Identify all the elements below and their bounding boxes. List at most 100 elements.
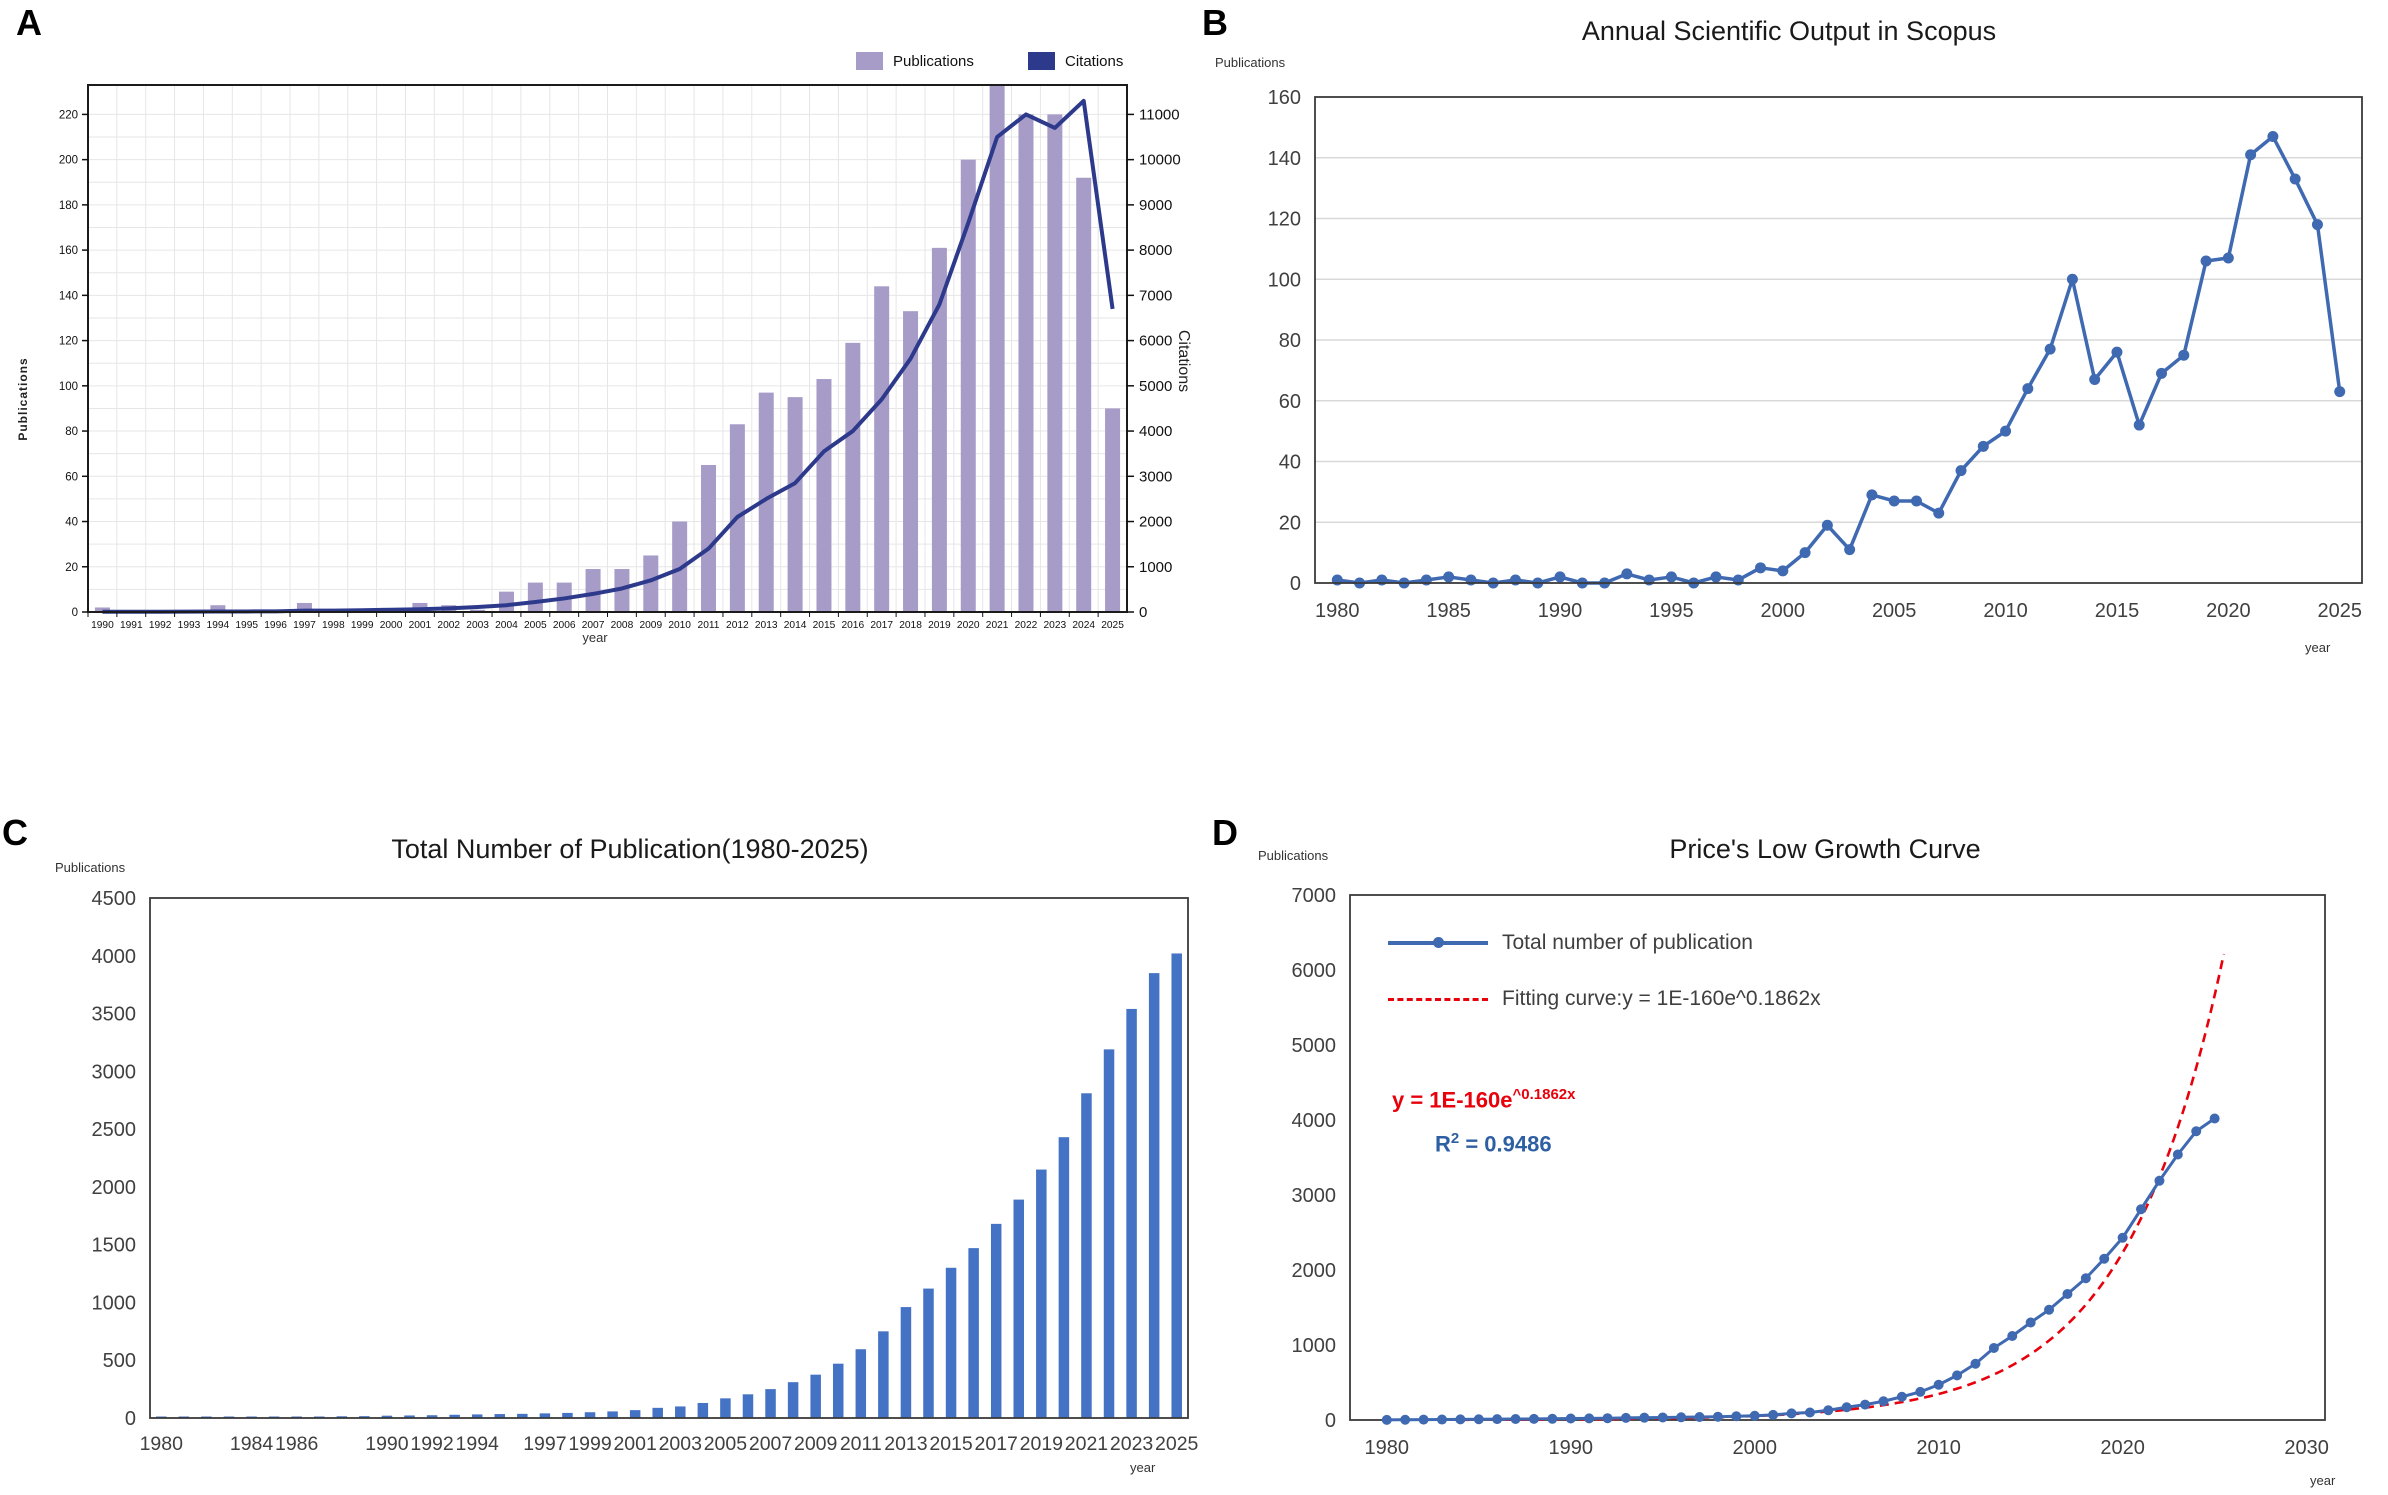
bar-2023 <box>1047 114 1063 612</box>
legend-item-publications: Publications <box>856 52 974 70</box>
legend-label: Publications <box>893 52 974 70</box>
svg-text:2019: 2019 <box>1020 1433 1063 1455</box>
point-1992 <box>1602 1413 1613 1424</box>
svg-text:4000: 4000 <box>1139 423 1172 440</box>
bar-1995 <box>494 1414 506 1418</box>
bar-2018 <box>1013 1199 1025 1418</box>
grid <box>87 85 1128 612</box>
point-2025 <box>2334 386 2346 398</box>
point-1985 <box>1443 571 1455 583</box>
svg-text:2009: 2009 <box>639 620 662 631</box>
svg-text:5000: 5000 <box>1139 378 1172 395</box>
svg-text:200: 200 <box>59 155 78 167</box>
panel-b-letter: B <box>1202 2 1228 43</box>
svg-text:4000: 4000 <box>92 946 137 968</box>
bar-1994 <box>210 605 226 612</box>
point-2004 <box>1866 489 1878 501</box>
svg-text:2005: 2005 <box>524 620 547 631</box>
bar-2019 <box>1036 1169 1047 1418</box>
svg-text:2017: 2017 <box>870 620 893 631</box>
bar-2005 <box>720 1398 731 1418</box>
panel-c-letter: C <box>2 812 28 853</box>
point-2020 <box>2117 1232 2128 1243</box>
point-1987 <box>1510 1414 1521 1425</box>
point-2021 <box>2245 149 2257 161</box>
svg-text:2010: 2010 <box>1983 600 2028 622</box>
point-2024 <box>2311 219 2323 231</box>
marker-dot-icon <box>1433 937 1444 948</box>
bar-2015 <box>816 379 832 612</box>
svg-text:2017: 2017 <box>975 1433 1018 1455</box>
svg-text:100: 100 <box>59 381 78 393</box>
point-1995 <box>1665 571 1677 583</box>
svg-text:2000: 2000 <box>380 620 403 631</box>
svg-text:2000: 2000 <box>1732 1437 1777 1459</box>
svg-text:80: 80 <box>1279 330 1301 352</box>
point-1997 <box>1694 1412 1705 1422</box>
svg-text:1995: 1995 <box>235 620 258 631</box>
bar-2005 <box>527 582 543 612</box>
point-1983 <box>1436 1414 1447 1425</box>
svg-text:2015: 2015 <box>813 620 836 631</box>
bar-2014 <box>923 1288 934 1418</box>
bar-2004 <box>697 1402 709 1418</box>
point-1993 <box>1621 568 1633 580</box>
point-1999 <box>1731 1411 1742 1422</box>
svg-text:1992: 1992 <box>149 620 172 631</box>
svg-text:20: 20 <box>65 562 78 574</box>
tick-labels: 0 500 1000 1500 2000 2500 3000 3500 4000 4500 1980… <box>92 888 1199 1455</box>
point-2003 <box>1844 544 1856 556</box>
svg-text:1985: 1985 <box>1426 600 1471 622</box>
svg-text:1990: 1990 <box>91 620 114 631</box>
bar-2009 <box>810 1374 821 1418</box>
fitting-curve <box>1460 953 2226 1422</box>
svg-text:2000: 2000 <box>1292 1260 1337 1282</box>
point-2012 <box>1970 1358 1981 1369</box>
panel-d-legend: Total number of publication Fitting curv… <box>1388 928 1821 1040</box>
svg-text:0: 0 <box>72 607 78 619</box>
bar-2011 <box>701 464 717 612</box>
bar-1997 <box>296 602 312 612</box>
svg-text:3500: 3500 <box>92 1004 137 1026</box>
bar-2000 <box>607 1411 618 1418</box>
svg-text:2025: 2025 <box>1101 620 1124 631</box>
panel-c-chart: 0 500 1000 1500 2000 2500 3000 3500 4000 4500 1980… <box>92 888 1199 1455</box>
svg-text:2000: 2000 <box>1761 600 1806 622</box>
publications-line <box>1331 130 2346 589</box>
bar-1994 <box>471 1414 483 1418</box>
svg-text:2003: 2003 <box>659 1433 702 1455</box>
publication-bars <box>156 953 1182 1418</box>
bar-1990 <box>94 607 110 612</box>
point-2000 <box>1777 565 1789 577</box>
svg-text:1999: 1999 <box>568 1433 611 1455</box>
panel-d-letter: D <box>1212 812 1238 853</box>
point-1996 <box>1676 1412 1687 1423</box>
point-2022 <box>2154 1175 2165 1186</box>
bar-2004 <box>498 591 514 612</box>
svg-text:2021: 2021 <box>986 620 1009 631</box>
svg-text:7000: 7000 <box>1292 885 1337 907</box>
svg-text:140: 140 <box>59 290 78 302</box>
svg-text:2010: 2010 <box>1916 1437 1961 1459</box>
svg-text:2023: 2023 <box>1110 1433 1153 1455</box>
point-2009 <box>1977 440 1989 452</box>
svg-text:2000: 2000 <box>1139 514 1172 531</box>
svg-text:2012: 2012 <box>726 620 749 631</box>
panel-c-y-axis-title: Publications <box>55 860 126 875</box>
panel-b-chart: 0 20 40 60 80 100 120 140 160 1980 1985 1990 1995 200… <box>1268 87 2363 622</box>
legend-item-total-publication: Total number of publication <box>1388 928 1821 958</box>
svg-text:2025: 2025 <box>1155 1433 1199 1455</box>
point-2007 <box>1933 507 1945 519</box>
svg-text:4500: 4500 <box>92 888 137 910</box>
svg-text:2013: 2013 <box>755 620 778 631</box>
point-2025 <box>2209 1113 2220 1124</box>
point-2017 <box>2062 1289 2073 1299</box>
svg-text:1991: 1991 <box>120 620 143 631</box>
svg-text:1992: 1992 <box>410 1433 453 1455</box>
svg-text:160: 160 <box>59 245 78 257</box>
svg-text:1990: 1990 <box>1549 1437 1594 1459</box>
bar-2021 <box>1081 1093 1092 1418</box>
svg-text:2019: 2019 <box>928 620 951 631</box>
legend-label: Citations <box>1065 52 1124 70</box>
legend-label: Fitting curve:y = 1E-160e^0.1862x <box>1502 987 1821 1010</box>
